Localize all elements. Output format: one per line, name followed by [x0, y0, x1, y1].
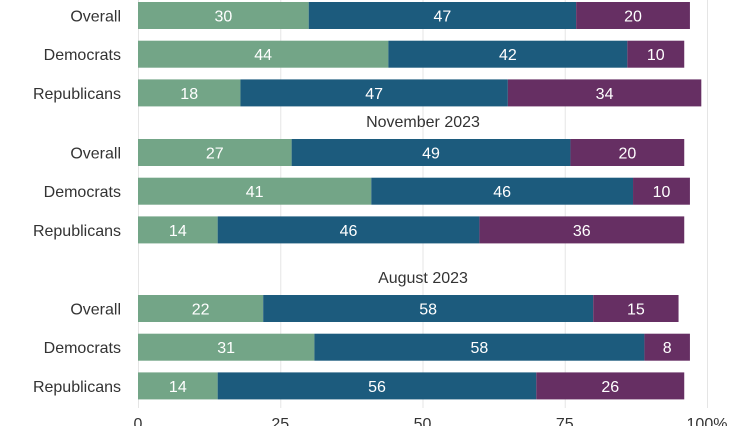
data-label: 41	[246, 184, 264, 201]
data-label: 10	[653, 184, 671, 201]
bar-segment	[138, 216, 218, 244]
bar-segment	[388, 40, 628, 68]
data-label: 36	[573, 223, 591, 240]
row-label: Democrats	[44, 340, 121, 357]
data-label: 56	[368, 379, 386, 396]
bar-segment	[536, 372, 685, 400]
data-label: 14	[169, 379, 187, 396]
data-label: 46	[340, 223, 358, 240]
bar-segment	[240, 79, 508, 107]
data-label: 10	[647, 47, 665, 64]
data-label: 46	[493, 184, 511, 201]
bar-segment	[138, 295, 264, 322]
row-label: Overall	[70, 302, 121, 319]
group-title: August 2023	[378, 270, 468, 287]
bar-segment	[479, 216, 685, 244]
row-label: Overall	[70, 146, 121, 163]
data-label: 27	[206, 146, 224, 163]
row-label: Overall	[70, 9, 121, 26]
bar-segment	[138, 2, 309, 29]
bar-segment	[570, 139, 685, 166]
bar-segment	[633, 177, 690, 205]
data-label: 44	[254, 47, 272, 64]
data-label: 47	[434, 9, 452, 26]
bar-segment	[291, 139, 571, 166]
row-label: Republicans	[33, 86, 121, 103]
bar-segment	[138, 177, 372, 205]
x-tick-label: 25	[271, 416, 289, 426]
bar-segment	[217, 372, 537, 400]
group-title: November 2023	[366, 114, 480, 131]
data-label: 49	[422, 146, 440, 163]
bar-segment	[217, 216, 480, 244]
bar-segment	[308, 2, 577, 29]
data-label: 31	[217, 340, 235, 357]
x-tick-label: 100%	[687, 416, 728, 426]
data-label: 18	[180, 86, 198, 103]
data-label: 22	[192, 302, 210, 319]
bar-segment	[593, 295, 679, 322]
bar-segment	[138, 40, 389, 68]
data-label: 14	[169, 223, 187, 240]
bar-segment	[138, 139, 292, 166]
row-label: Republicans	[33, 223, 121, 240]
bar-segment	[507, 79, 702, 107]
data-label: 58	[419, 302, 437, 319]
bar-segment	[263, 295, 594, 322]
data-label: 26	[601, 379, 619, 396]
bar-segment	[138, 79, 241, 107]
bar-segment	[644, 333, 690, 361]
data-label: 47	[365, 86, 383, 103]
row-label: Democrats	[44, 47, 121, 64]
x-tick-label: 50	[414, 416, 432, 426]
bar-segment	[627, 40, 685, 68]
bar-segment	[576, 2, 690, 29]
row-label: Democrats	[44, 184, 121, 201]
bar-segment	[138, 333, 315, 361]
bar-segment	[371, 177, 634, 205]
bar-segment	[314, 333, 645, 361]
data-label: 42	[499, 47, 517, 64]
x-tick-label: 75	[556, 416, 574, 426]
data-label: 30	[214, 9, 232, 26]
row-label: Republicans	[33, 379, 121, 396]
data-label: 8	[663, 340, 672, 357]
data-label: 15	[627, 302, 645, 319]
data-label: 20	[624, 9, 642, 26]
data-label: 34	[596, 86, 614, 103]
bar-segment	[138, 372, 218, 400]
data-label: 20	[618, 146, 636, 163]
data-label: 58	[471, 340, 489, 357]
x-tick-label: 0	[134, 416, 143, 426]
